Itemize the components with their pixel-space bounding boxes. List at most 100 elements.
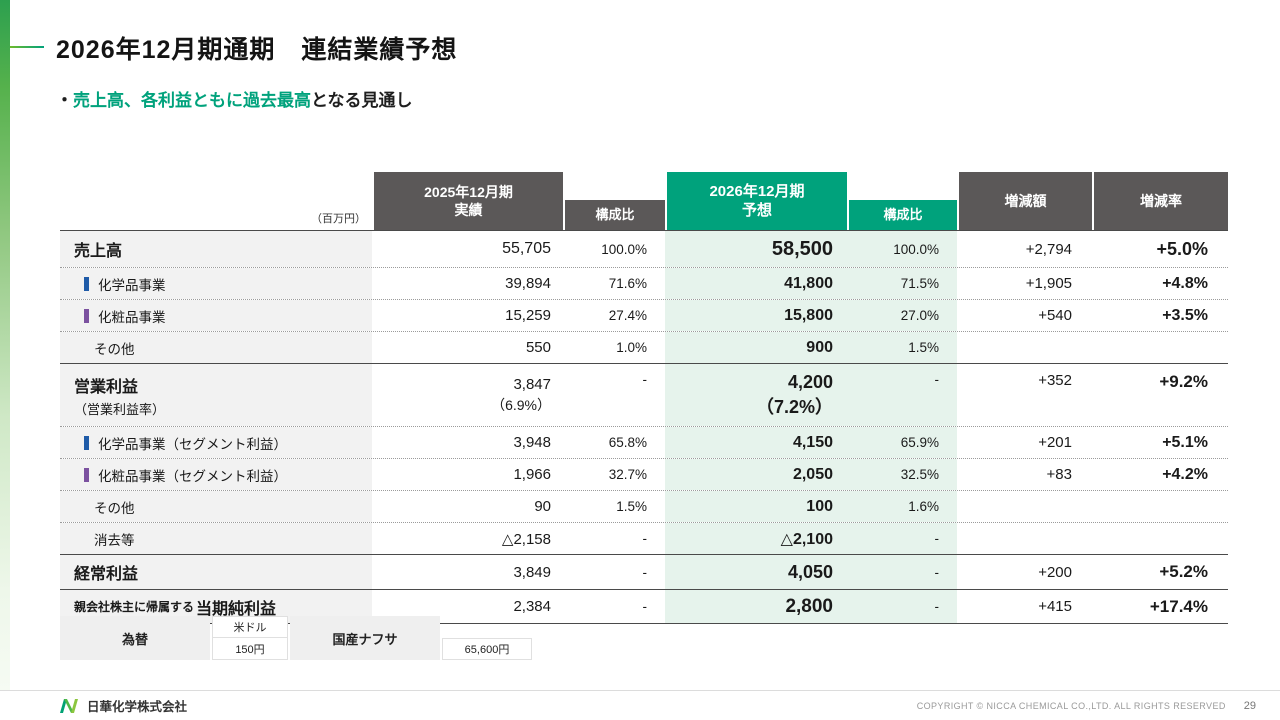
header-ratio-actual: 構成比 bbox=[563, 200, 665, 230]
header-actual-line2: 実績 bbox=[454, 202, 483, 218]
row-label: 営業利益 bbox=[74, 378, 139, 396]
change-amount: +200 bbox=[1038, 563, 1072, 581]
forecast-value: 4,150 bbox=[665, 427, 847, 458]
row-sublabel: （営業利益率） bbox=[74, 401, 166, 417]
change-amount: +83 bbox=[1046, 466, 1072, 483]
row-ordinary-income: 経常利益 3,849 - 4,050 - +200 +5.2% bbox=[60, 555, 1228, 590]
footer-right: COPYRIGHT © NICCA CHEMICAL CO.,LTD. ALL … bbox=[917, 700, 1256, 712]
row-label: その他 bbox=[94, 500, 135, 516]
row-label: 売上高 bbox=[74, 243, 123, 260]
change-amount: +1,905 bbox=[1025, 275, 1072, 292]
table-header: （百万円） 2025年12月期 実績 構成比 2026年12月期 予想 構成比 … bbox=[60, 172, 1228, 230]
row-others-sales: その他 550 1.0% 900 1.5% bbox=[60, 332, 1228, 364]
actual-ratio: - bbox=[642, 372, 648, 387]
actual-value: △2,158 bbox=[501, 530, 551, 548]
forecast-ratio: 1.6% bbox=[847, 491, 957, 522]
row-cosmetics: 化粧品事業 15,259 27.4% 15,800 27.0% +540 +3.… bbox=[60, 300, 1228, 332]
change-rate: +5.1% bbox=[1162, 433, 1208, 451]
header-actual: 2025年12月期 実績 bbox=[372, 172, 563, 230]
forecast-ratio: 27.0% bbox=[847, 300, 957, 331]
forecast-ratio: 32.5% bbox=[847, 459, 957, 490]
fx-label: 為替 bbox=[60, 616, 210, 660]
actual-margin: （6.9%） bbox=[491, 396, 551, 413]
bullet-marker: ・ bbox=[56, 91, 73, 110]
actual-value: 3,849 bbox=[513, 563, 551, 581]
change-amount: +201 bbox=[1038, 434, 1072, 451]
naphtha-value: 65,600円 bbox=[442, 638, 532, 660]
change-amount: +2,794 bbox=[1025, 240, 1072, 258]
row-label: 経常利益 bbox=[74, 566, 139, 583]
fx-value: 150円 bbox=[212, 638, 288, 660]
forecast-value: 41,800 bbox=[665, 268, 847, 299]
change-rate: +5.0% bbox=[1156, 238, 1208, 259]
forecast-value: △2,100 bbox=[665, 523, 847, 554]
forecast-value: 100 bbox=[665, 491, 847, 522]
actual-ratio: 1.0% bbox=[616, 340, 647, 355]
change-rate: +5.2% bbox=[1159, 562, 1208, 581]
row-label: 消去等 bbox=[94, 532, 135, 548]
page-number: 29 bbox=[1243, 699, 1256, 712]
left-accent-band bbox=[0, 0, 10, 720]
actual-ratio: 32.7% bbox=[608, 467, 647, 482]
row-cosmetics-segment-profit: 化粧品事業（セグメント利益） 1,966 32.7% 2,050 32.5% +… bbox=[60, 459, 1228, 491]
forecast-value: 15,800 bbox=[665, 300, 847, 331]
change-rate: +9.2% bbox=[1159, 372, 1208, 391]
results-table: （百万円） 2025年12月期 実績 構成比 2026年12月期 予想 構成比 … bbox=[60, 172, 1228, 624]
actual-ratio: 27.4% bbox=[608, 308, 647, 323]
forecast-value: 4,050 bbox=[665, 555, 847, 589]
row-chemicals: 化学品事業 39,894 71.6% 41,800 71.5% +1,905 +… bbox=[60, 268, 1228, 300]
company-name: 日華化学株式会社 bbox=[87, 700, 188, 714]
forecast-ratio: 65.9% bbox=[847, 427, 957, 458]
actual-ratio: 100.0% bbox=[601, 241, 647, 257]
actual-value: 3,948 bbox=[513, 434, 551, 451]
table-body: 売上高 55,705 100.0% 58,500 100.0% +2,794 +… bbox=[60, 230, 1228, 624]
change-amount: +352 bbox=[1038, 372, 1072, 389]
subtitle-bullet: ・売上高、各利益ともに過去最高となる見通し bbox=[56, 86, 413, 111]
bullet-highlight: 売上高、各利益ともに過去最高 bbox=[73, 91, 311, 110]
row-label-prefix: 親会社株主に帰属する bbox=[74, 600, 195, 614]
header-change: 増減額 bbox=[957, 172, 1092, 230]
header-forecast-line1: 2026年12月期 bbox=[709, 182, 805, 200]
cosmetics-legend-icon bbox=[84, 308, 89, 323]
forecast-value: 2,800 bbox=[665, 590, 847, 623]
row-eliminations: 消去等 △2,158 - △2,100 - bbox=[60, 523, 1228, 555]
footer: 日華化学株式会社 COPYRIGHT © NICCA CHEMICAL CO.,… bbox=[0, 690, 1280, 720]
row-label: 化粧品事業 bbox=[98, 309, 166, 325]
forecast-ratio: 71.5% bbox=[847, 268, 957, 299]
change-rate: +4.2% bbox=[1162, 465, 1208, 483]
row-label: 当期純利益 bbox=[196, 600, 277, 618]
header-rate: 増減率 bbox=[1092, 172, 1228, 230]
brand: 日華化学株式会社 bbox=[58, 696, 187, 715]
row-label: 化粧品事業（セグメント利益） bbox=[98, 468, 287, 484]
actual-value: 550 bbox=[525, 339, 551, 356]
forecast-ratio: - bbox=[847, 590, 957, 623]
forecast-ratio: 100.0% bbox=[847, 231, 957, 267]
chemicals-legend-icon bbox=[84, 276, 89, 291]
header-ratio-forecast-wrap: 構成比 bbox=[847, 172, 957, 230]
row-label: その他 bbox=[94, 341, 135, 357]
cosmetics-legend-icon bbox=[84, 467, 89, 482]
forecast-value: 58,500 bbox=[665, 231, 847, 267]
forecast-margin: （7.2%） bbox=[755, 396, 833, 417]
actual-value: 15,259 bbox=[505, 307, 551, 324]
row-chemicals-segment-profit: 化学品事業（セグメント利益） 3,948 65.8% 4,150 65.9% +… bbox=[60, 427, 1228, 459]
page-title: 2026年12月期通期 連結業績予想 bbox=[56, 36, 458, 64]
bullet-rest: となる見通し bbox=[311, 91, 413, 110]
forecast-ratio: - bbox=[847, 555, 957, 589]
actual-value: 90 bbox=[534, 498, 551, 515]
header-ratio-actual-wrap: 構成比 bbox=[563, 172, 665, 230]
actual-value: 39,894 bbox=[505, 275, 551, 292]
forecast-ratio: - bbox=[847, 364, 957, 426]
row-net-sales: 売上高 55,705 100.0% 58,500 100.0% +2,794 +… bbox=[60, 231, 1228, 268]
row-label: 化学品事業（セグメント利益） bbox=[98, 436, 287, 452]
actual-value: 2,384 bbox=[513, 598, 551, 615]
forecast-ratio: 1.5% bbox=[847, 332, 957, 363]
actual-ratio: - bbox=[642, 599, 648, 614]
actual-ratio: - bbox=[642, 564, 648, 580]
row-operating-income: 営業利益 （営業利益率） 3,847 （6.9%） - 4,200 （7.2%）… bbox=[60, 364, 1228, 427]
change-rate: +3.5% bbox=[1162, 306, 1208, 324]
actual-ratio: 1.5% bbox=[616, 499, 647, 514]
actual-value: 1,966 bbox=[513, 466, 551, 483]
header-ratio-forecast: 構成比 bbox=[847, 200, 957, 230]
